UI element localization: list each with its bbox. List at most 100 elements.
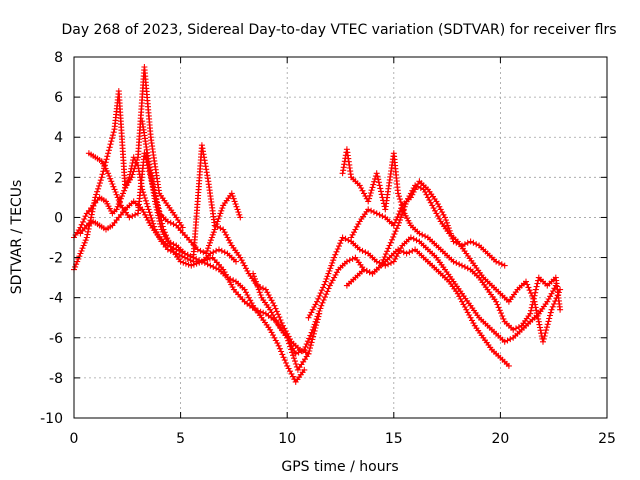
data-point-marker — [443, 219, 450, 226]
data-point-marker — [494, 301, 501, 308]
data-point-marker — [228, 190, 235, 197]
data-point-marker — [230, 277, 237, 284]
data-point-marker — [417, 185, 424, 191]
data-point-marker — [113, 191, 120, 198]
data-point-marker — [467, 314, 474, 321]
data-point-marker — [207, 239, 213, 246]
data-point-marker — [193, 260, 200, 267]
data-point-marker — [285, 337, 292, 344]
data-point-marker — [262, 286, 269, 293]
data-point-marker — [327, 265, 334, 272]
data-point-marker — [459, 262, 465, 269]
x-tick-label: 5 — [176, 431, 185, 447]
data-point-marker — [97, 177, 104, 184]
data-point-marker — [159, 223, 166, 230]
data-point-marker — [380, 256, 387, 263]
data-point-marker — [361, 190, 367, 197]
data-point-marker — [389, 236, 395, 243]
data-point-marker — [406, 249, 413, 256]
data-point-marker — [308, 329, 315, 336]
data-point-marker — [390, 258, 397, 265]
data-point-marker — [292, 361, 299, 367]
data-point-marker — [523, 278, 529, 285]
data-point-marker — [148, 215, 155, 221]
data-point-marker — [88, 214, 95, 221]
data-point-marker — [150, 181, 157, 188]
data-point-marker — [152, 193, 159, 200]
data-point-marker — [444, 222, 451, 229]
data-point-marker — [498, 310, 504, 317]
data-point-marker — [129, 213, 136, 220]
data-point-marker — [200, 249, 207, 256]
data-point-marker — [157, 211, 163, 218]
data-point-marker — [250, 270, 257, 277]
data-point-marker — [264, 289, 271, 296]
data-point-marker — [316, 308, 323, 314]
data-point-marker — [231, 198, 238, 205]
data-point-marker — [279, 351, 286, 358]
data-point-marker — [219, 205, 226, 212]
data-point-marker — [166, 240, 173, 247]
data-point-marker — [409, 247, 416, 254]
data-point-marker — [416, 230, 423, 237]
data-point-marker — [332, 251, 339, 258]
data-point-marker — [409, 187, 416, 194]
data-point-marker — [72, 263, 79, 270]
data-point-marker — [437, 206, 444, 213]
data-point-marker — [233, 203, 240, 210]
data-point-marker — [268, 329, 275, 336]
data-point-marker — [545, 296, 552, 302]
data-point-marker — [270, 312, 276, 318]
data-point-marker — [369, 184, 376, 191]
data-point-marker — [256, 289, 263, 296]
data-point-marker — [359, 247, 366, 254]
data-point-marker — [396, 196, 403, 203]
data-point-marker — [536, 321, 543, 328]
data-point-marker — [371, 178, 378, 185]
data-point-marker — [281, 357, 288, 364]
data-point-marker — [207, 237, 214, 244]
data-point-marker — [325, 270, 332, 277]
data-point-marker — [107, 175, 114, 182]
data-point-marker — [546, 315, 553, 322]
data-point-marker — [493, 258, 500, 265]
data-point-marker — [424, 194, 431, 201]
data-point-marker — [307, 342, 314, 349]
data-point-marker — [379, 213, 386, 220]
data-point-marker — [146, 209, 153, 216]
data-point-marker — [356, 182, 363, 189]
data-point-marker — [396, 219, 402, 226]
data-point-marker — [121, 187, 128, 194]
data-point-marker — [252, 275, 258, 282]
data-point-marker — [535, 315, 542, 322]
data-point-marker — [496, 259, 502, 266]
data-point-marker — [363, 267, 370, 274]
data-point-marker — [215, 215, 222, 222]
data-point-marker — [385, 261, 392, 268]
data-point-marker — [533, 307, 540, 314]
data-point-marker — [473, 241, 480, 248]
data-point-marker — [94, 188, 101, 195]
data-point-marker — [82, 237, 89, 244]
data-point-marker — [197, 247, 204, 254]
data-point-marker — [143, 214, 150, 221]
data-point-marker — [217, 225, 224, 232]
data-point-marker — [108, 178, 115, 185]
data-point-marker — [403, 198, 410, 205]
data-point-marker — [403, 250, 410, 257]
data-point-marker — [268, 297, 275, 304]
data-point-marker — [115, 197, 122, 204]
data-point-marker — [331, 254, 338, 261]
data-point-marker — [110, 129, 117, 136]
data-point-marker — [202, 160, 209, 167]
data-point-marker — [157, 214, 164, 221]
data-point-marker — [445, 225, 452, 232]
data-point-marker — [334, 246, 341, 252]
data-point-marker — [309, 306, 316, 313]
data-point-marker — [422, 189, 429, 195]
data-point-marker — [550, 288, 556, 294]
data-point-marker — [365, 198, 372, 205]
x-tick-label: 20 — [491, 431, 509, 447]
data-point-marker — [265, 292, 272, 298]
data-point-marker — [396, 208, 403, 215]
